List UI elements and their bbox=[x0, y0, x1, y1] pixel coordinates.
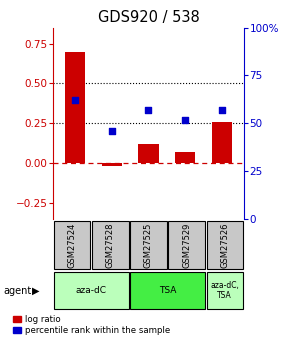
Point bbox=[219, 107, 224, 113]
Point bbox=[146, 107, 151, 113]
Bar bbox=[175, 152, 195, 163]
Text: TSA: TSA bbox=[159, 286, 176, 295]
Text: aza-dC: aza-dC bbox=[76, 286, 107, 295]
Text: GSM27528: GSM27528 bbox=[106, 222, 115, 268]
Point bbox=[73, 98, 78, 103]
Bar bbox=[212, 122, 232, 163]
Text: ▶: ▶ bbox=[32, 286, 39, 296]
Text: GSM27525: GSM27525 bbox=[144, 222, 153, 268]
Title: GDS920 / 538: GDS920 / 538 bbox=[98, 10, 199, 25]
FancyBboxPatch shape bbox=[92, 221, 128, 269]
FancyBboxPatch shape bbox=[130, 273, 205, 309]
Text: GSM27526: GSM27526 bbox=[220, 222, 229, 268]
Text: GSM27524: GSM27524 bbox=[68, 222, 77, 268]
Legend: log ratio, percentile rank within the sample: log ratio, percentile rank within the sa… bbox=[13, 315, 170, 335]
FancyBboxPatch shape bbox=[130, 221, 167, 269]
FancyBboxPatch shape bbox=[207, 273, 243, 309]
Text: GSM27529: GSM27529 bbox=[182, 222, 191, 268]
FancyBboxPatch shape bbox=[168, 221, 205, 269]
Point bbox=[183, 117, 188, 122]
FancyBboxPatch shape bbox=[54, 221, 90, 269]
Bar bbox=[138, 144, 158, 163]
Point bbox=[109, 128, 114, 134]
Text: agent: agent bbox=[3, 286, 31, 296]
Bar bbox=[102, 163, 122, 166]
Text: aza-dC,
TSA: aza-dC, TSA bbox=[210, 281, 239, 300]
FancyBboxPatch shape bbox=[207, 221, 243, 269]
Bar bbox=[65, 51, 85, 163]
FancyBboxPatch shape bbox=[54, 273, 128, 309]
